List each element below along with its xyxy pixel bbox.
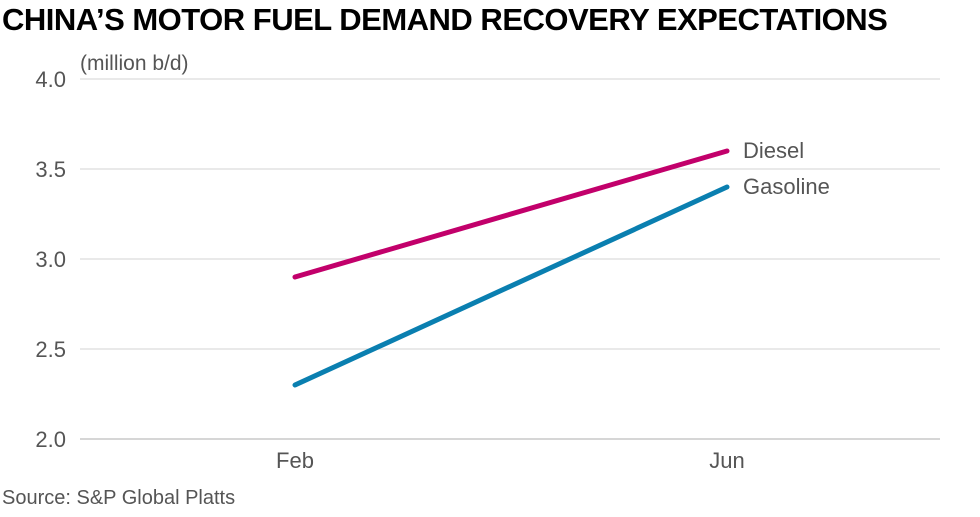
series-label-diesel: Diesel bbox=[743, 138, 804, 163]
series-line-gasoline bbox=[292, 184, 730, 388]
y-tick-label: 2.0 bbox=[35, 427, 66, 452]
series-labels: Diesel Gasoline bbox=[743, 138, 830, 199]
y-tick-label: 3.5 bbox=[35, 157, 66, 182]
x-axis-ticks: Feb Jun bbox=[276, 448, 745, 473]
gridlines bbox=[80, 78, 940, 440]
y-tick-label: 3.0 bbox=[35, 247, 66, 272]
x-tick-label: Feb bbox=[276, 448, 314, 473]
y-axis-ticks: 4.0 3.5 3.0 2.5 2.0 bbox=[35, 67, 66, 452]
series-lines bbox=[292, 148, 730, 388]
y-tick-label: 2.5 bbox=[35, 337, 66, 362]
series-line-diesel bbox=[292, 148, 730, 280]
chart-title: CHINA’S MOTOR FUEL DEMAND RECOVERY EXPEC… bbox=[2, 2, 888, 37]
source-note: Source: S&P Global Platts bbox=[2, 487, 236, 509]
y-axis-unit-label: (million b/d) bbox=[80, 52, 189, 75]
series-label-gasoline: Gasoline bbox=[743, 174, 830, 199]
y-tick-label: 4.0 bbox=[35, 67, 66, 92]
x-tick-label: Jun bbox=[709, 448, 744, 473]
